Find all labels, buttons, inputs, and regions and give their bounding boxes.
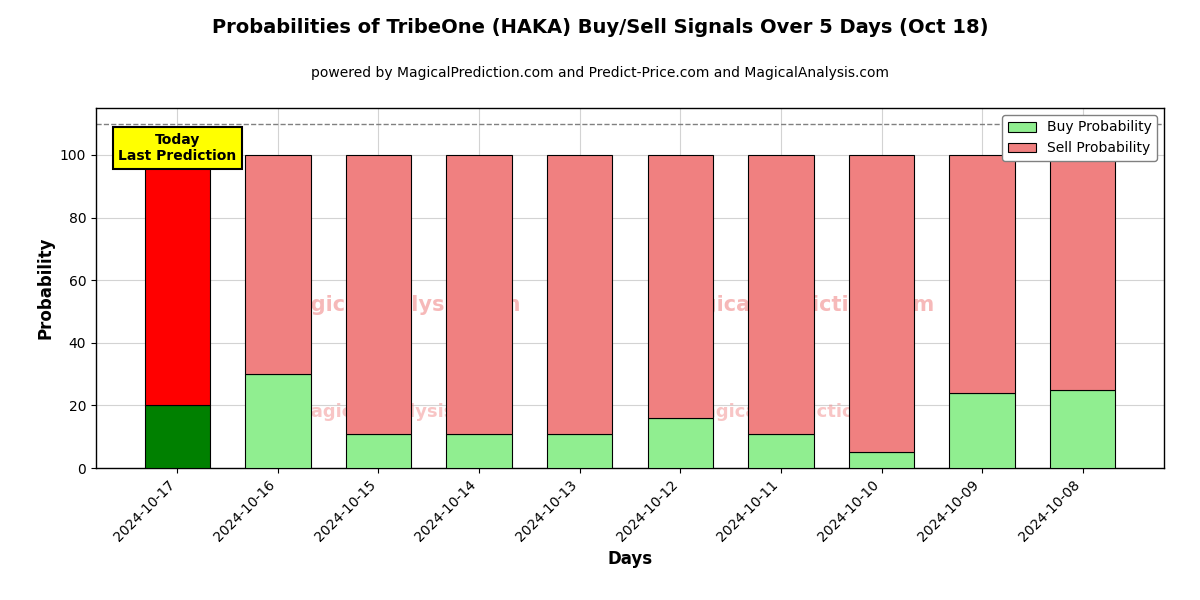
Bar [949,393,1015,468]
Bar [949,155,1015,393]
Text: Probabilities of TribeOne (HAKA) Buy/Sell Signals Over 5 Days (Oct 18): Probabilities of TribeOne (HAKA) Buy/Sel… [211,18,989,37]
Bar [346,155,412,434]
Text: MagicalPrediction.com: MagicalPrediction.com [686,403,916,421]
Bar [346,434,412,468]
Bar [446,434,511,468]
Text: MagicalPrediction.com: MagicalPrediction.com [667,295,935,315]
Legend: Buy Probability, Sell Probability: Buy Probability, Sell Probability [1002,115,1157,161]
Text: powered by MagicalPrediction.com and Predict-Price.com and MagicalAnalysis.com: powered by MagicalPrediction.com and Pre… [311,66,889,80]
Bar [547,155,612,434]
Bar [1050,390,1116,468]
Bar [245,155,311,374]
Bar [749,434,814,468]
Bar [648,155,713,418]
Bar [245,374,311,468]
Bar [648,418,713,468]
Bar [848,155,914,452]
Bar [749,155,814,434]
Text: MagicalAnalysis.com: MagicalAnalysis.com [294,403,504,421]
Text: MagicalAnalysis.com: MagicalAnalysis.com [276,295,521,315]
Bar [144,155,210,406]
Bar [144,406,210,468]
X-axis label: Days: Days [607,550,653,568]
Bar [446,155,511,434]
Bar [1050,155,1116,390]
Bar [547,434,612,468]
Text: Today
Last Prediction: Today Last Prediction [118,133,236,163]
Bar [848,452,914,468]
Y-axis label: Probability: Probability [36,237,54,339]
